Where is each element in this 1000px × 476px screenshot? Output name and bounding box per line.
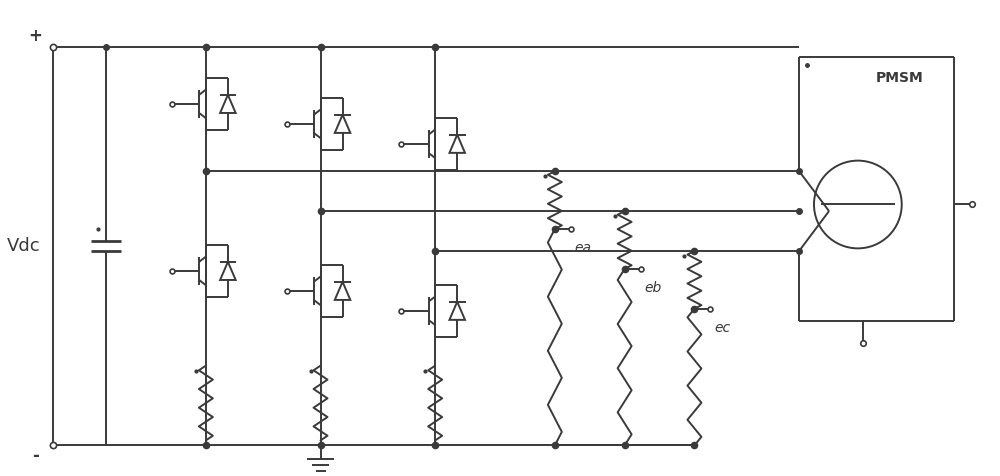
Text: ec: ec: [714, 321, 730, 335]
Text: Vdc: Vdc: [6, 237, 40, 255]
Text: ea: ea: [575, 241, 592, 255]
Text: +: +: [28, 27, 42, 45]
Text: eb: eb: [645, 281, 662, 295]
Text: -: -: [32, 447, 39, 466]
Text: PMSM: PMSM: [876, 71, 923, 86]
